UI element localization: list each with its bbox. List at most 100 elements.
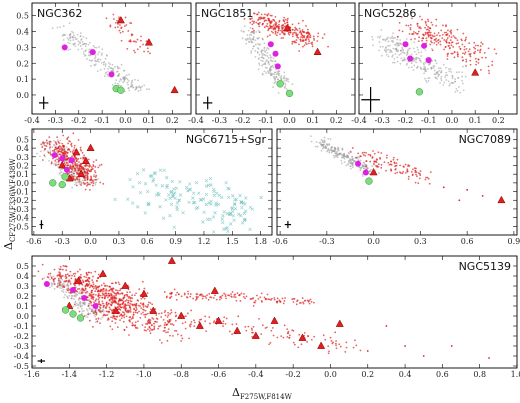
point <box>446 74 449 77</box>
point <box>222 210 227 214</box>
point <box>113 298 116 300</box>
y-tick-label: 0.5 <box>16 262 29 271</box>
x-axis-label: ΔF275W,F814W <box>232 386 293 401</box>
point <box>105 314 107 317</box>
point <box>280 29 282 32</box>
point <box>454 90 457 93</box>
x-tick-label: 0.0 <box>119 116 132 125</box>
point <box>234 198 239 202</box>
point <box>392 32 394 35</box>
point <box>411 173 414 176</box>
point <box>172 324 175 326</box>
point <box>144 309 147 312</box>
point <box>260 17 263 20</box>
point <box>97 308 100 311</box>
point <box>113 317 116 320</box>
point <box>420 27 422 30</box>
point <box>118 84 120 87</box>
point <box>278 73 281 75</box>
point <box>76 288 79 291</box>
point <box>355 344 358 347</box>
point <box>74 181 77 184</box>
point <box>51 146 54 148</box>
point <box>123 69 126 72</box>
point <box>395 47 397 50</box>
point <box>396 44 399 47</box>
point <box>46 142 49 145</box>
point <box>399 164 402 167</box>
point <box>59 274 62 276</box>
point <box>407 49 409 52</box>
triangle-marker <box>335 319 344 327</box>
point <box>295 303 298 306</box>
point <box>129 302 132 305</box>
triangle-marker <box>497 195 506 204</box>
point <box>365 151 367 154</box>
y-tick-label: -0.1 <box>14 322 29 331</box>
point <box>62 288 65 291</box>
point <box>72 39 75 41</box>
point <box>94 56 97 58</box>
point <box>477 44 479 47</box>
point <box>376 36 379 38</box>
point <box>380 54 383 57</box>
point <box>272 24 275 27</box>
point <box>166 315 169 318</box>
point <box>269 21 272 24</box>
point <box>198 198 203 202</box>
point <box>122 81 125 84</box>
panel-ngc6715-sgr: -0.6 -0.3 0.0 0.3 0.6 0.9 1.2 1.5 1.8-0.5-0.4-0.… <box>14 128 273 246</box>
point <box>298 43 300 46</box>
point <box>380 166 383 169</box>
point <box>387 40 390 43</box>
point <box>45 139 48 142</box>
point <box>177 198 181 203</box>
point <box>175 329 178 332</box>
point <box>54 277 57 280</box>
point <box>238 294 241 297</box>
point <box>197 191 201 195</box>
point <box>129 39 132 42</box>
point <box>277 71 280 74</box>
magenta-marker <box>272 50 279 57</box>
point <box>83 54 86 57</box>
point <box>266 293 269 296</box>
point <box>57 279 60 282</box>
point <box>85 184 88 187</box>
point <box>313 335 316 338</box>
point <box>258 64 261 66</box>
point <box>93 173 96 176</box>
point <box>73 156 76 159</box>
point <box>86 175 89 178</box>
point <box>302 301 304 304</box>
point <box>417 40 420 43</box>
point <box>305 25 307 27</box>
point <box>140 312 143 315</box>
x-tick-label: -0.2 <box>398 116 413 125</box>
point <box>245 295 248 298</box>
point <box>67 49 70 51</box>
point <box>304 42 307 44</box>
point <box>110 69 113 72</box>
triangle-marker <box>111 306 120 314</box>
point <box>156 191 160 195</box>
point <box>296 299 299 302</box>
point <box>69 280 71 283</box>
point <box>62 134 65 137</box>
point <box>379 157 382 160</box>
point <box>270 60 273 63</box>
point <box>233 294 236 296</box>
point <box>425 70 428 73</box>
point <box>187 182 192 186</box>
point <box>209 322 211 325</box>
triangle-marker <box>144 38 153 46</box>
point <box>117 306 120 308</box>
triangle-marker <box>369 167 378 176</box>
point <box>479 48 482 51</box>
point <box>429 171 432 174</box>
point <box>225 211 230 216</box>
tick-marks <box>277 129 517 235</box>
point <box>136 38 139 41</box>
point <box>222 325 224 327</box>
point <box>391 35 394 38</box>
